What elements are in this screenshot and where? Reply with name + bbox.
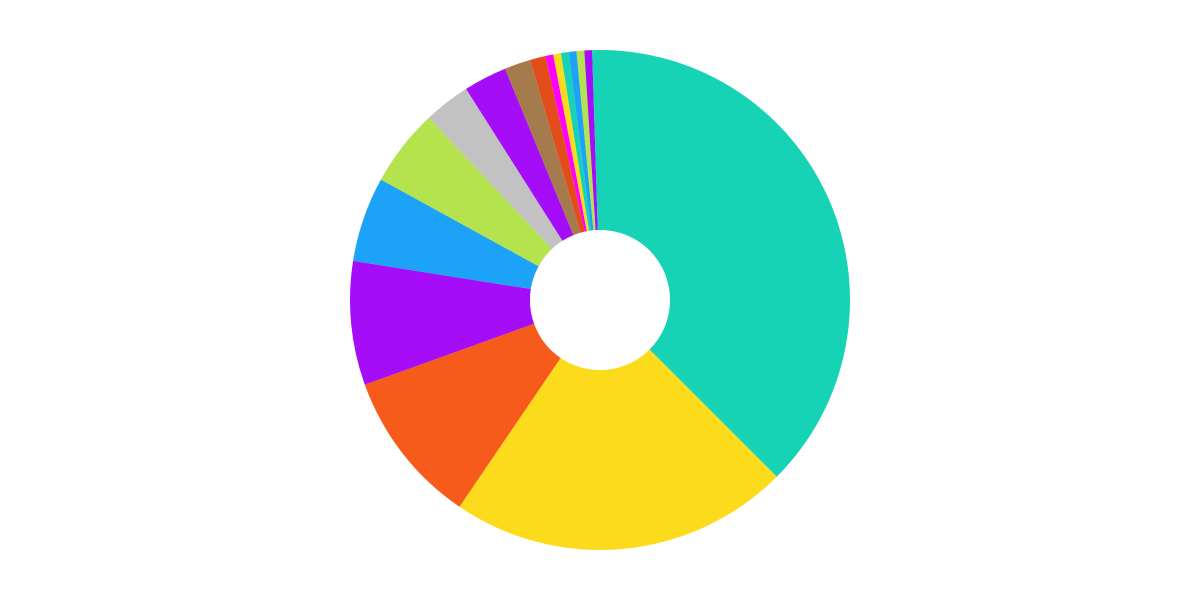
donut-chart (350, 50, 850, 550)
donut-chart-svg (350, 50, 850, 550)
donut-hole (530, 230, 670, 370)
